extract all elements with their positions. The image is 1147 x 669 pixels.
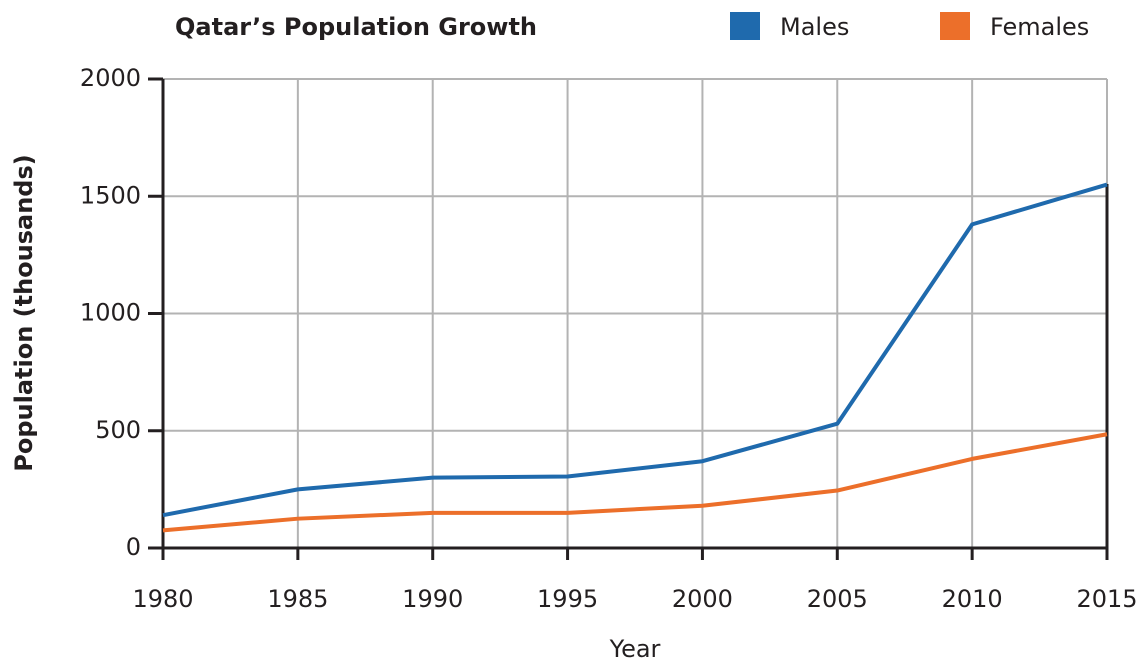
y-axis-label: Population (thousands) <box>10 154 38 472</box>
y-tick-label: 1500 <box>80 181 141 209</box>
x-tick-label: 1990 <box>402 585 463 613</box>
x-tick-label: 1980 <box>132 585 193 613</box>
y-tick-label: 2000 <box>80 64 141 92</box>
legend-swatch <box>730 12 760 40</box>
x-tick-label: 2000 <box>672 585 733 613</box>
y-tick-label: 0 <box>126 533 141 561</box>
x-axis-label: Year <box>609 635 661 663</box>
legend-label: Females <box>990 13 1089 41</box>
series-line <box>162 432 1108 533</box>
y-tick-label: 1000 <box>80 299 141 327</box>
chart-title: Qatar’s Population Growth <box>175 13 537 41</box>
x-tick-label: 2010 <box>942 585 1003 613</box>
x-tick-label: 2005 <box>807 585 868 613</box>
x-tick-label: 1995 <box>537 585 598 613</box>
legend-swatch <box>940 12 970 40</box>
x-tick-label: 1985 <box>267 585 328 613</box>
y-tick-label: 500 <box>95 416 141 444</box>
legend-label: Males <box>780 13 849 41</box>
series-line <box>162 182 1108 518</box>
x-tick-label: 2015 <box>1076 585 1137 613</box>
